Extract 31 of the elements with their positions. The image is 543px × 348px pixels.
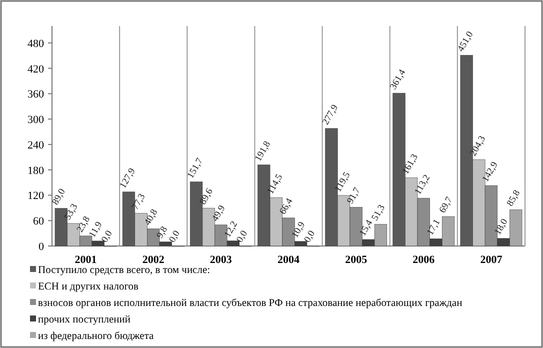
x-tick-label: 2007 <box>480 254 503 266</box>
legend-label: из федерального бюджета <box>38 331 154 342</box>
y-tick-label: 120 <box>28 190 44 202</box>
x-tick-label: 2003 <box>210 254 232 266</box>
legend-label: ЕСН и других налогов <box>38 282 139 292</box>
y-tick-label: 420 <box>28 63 44 76</box>
data-label: 0,0 <box>100 229 115 244</box>
data-label: 18,0 <box>493 217 510 237</box>
x-tick-label: 2002 <box>142 254 165 266</box>
data-label: 49,9 <box>210 204 228 224</box>
y-tick-label: 480 <box>28 38 44 50</box>
x-tick-label: 2005 <box>345 254 368 266</box>
data-label: 0,0 <box>168 229 182 244</box>
y-tick-label: 60 <box>33 216 44 228</box>
y-tick-label: 360 <box>28 88 44 101</box>
legend-label: Поступило средств всего, в том числе: <box>38 265 210 276</box>
x-tick-label: 2004 <box>278 254 300 266</box>
data-label: 0,0 <box>235 229 250 244</box>
data-label: 9,8 <box>155 224 170 240</box>
legend-label: прочих поступлений <box>38 314 131 326</box>
x-tick-label: 2006 <box>412 254 436 266</box>
y-tick-label: 0 <box>38 241 44 253</box>
data-label: 17,1 <box>426 218 443 238</box>
data-label: 0,0 <box>302 229 318 244</box>
data-label: 85,8 <box>506 188 523 208</box>
data-label: 66,4 <box>278 196 296 216</box>
x-tick-label: 2001 <box>74 254 97 266</box>
y-tick-label: 300 <box>28 114 44 126</box>
legend-label: взносов органов исполнительной власти субъектов РФ на страхование неработающих граждан <box>38 298 463 309</box>
y-tick-label: 180 <box>28 164 44 177</box>
y-tick-label: 240 <box>28 139 44 152</box>
